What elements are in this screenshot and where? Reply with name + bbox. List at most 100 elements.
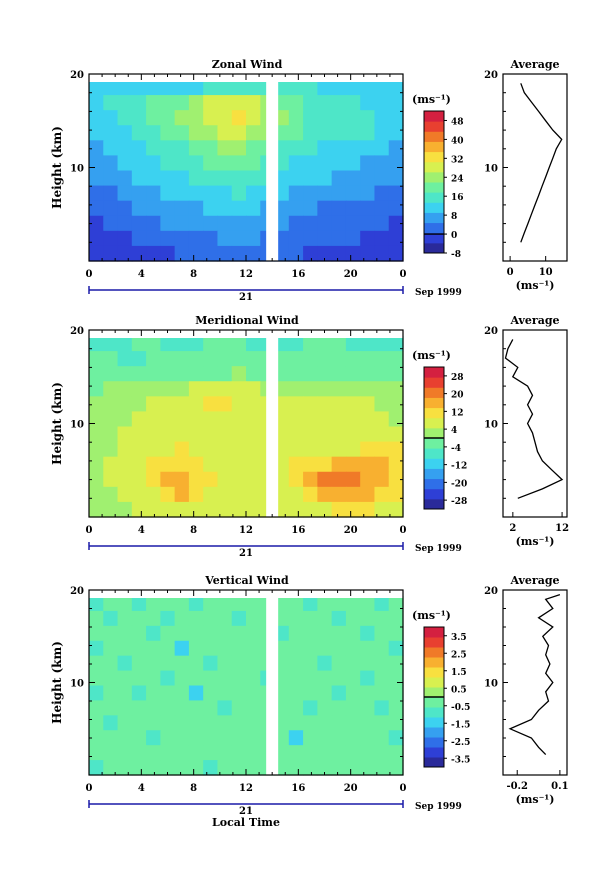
x-tick-label: 16 xyxy=(291,783,305,794)
heatmap-cell xyxy=(89,625,104,642)
heatmap-cell xyxy=(246,670,261,687)
profile-y-tick-label: 20 xyxy=(484,586,498,597)
heatmap-cell xyxy=(231,95,247,111)
heatmap-cell xyxy=(188,715,204,731)
heatmap-cell xyxy=(317,411,333,428)
heatmap-cell xyxy=(146,125,161,141)
heatmap-cell xyxy=(246,155,261,172)
heatmap-cell xyxy=(246,245,261,262)
heatmap-cell xyxy=(231,670,247,687)
heatmap-cell xyxy=(188,625,204,642)
heatmap-cell xyxy=(345,411,361,428)
heatmap-cell xyxy=(231,715,247,731)
colorbar-swatch xyxy=(424,717,444,728)
heatmap-cell xyxy=(89,441,104,458)
x-tick-label: 0 xyxy=(400,525,407,536)
heatmap-cell xyxy=(231,140,247,157)
heatmap-cell xyxy=(303,471,318,488)
profile-frame xyxy=(502,329,568,518)
heatmap-cell xyxy=(360,155,376,172)
heatmap-cell xyxy=(374,670,390,687)
heatmap-cell xyxy=(103,366,119,382)
heatmap-cell xyxy=(117,230,133,247)
date-label: Sep 1999 xyxy=(415,544,462,554)
heatmap-cell xyxy=(146,610,161,627)
heatmap-cell xyxy=(103,640,119,657)
heatmap-cell xyxy=(89,640,104,657)
heatmap-cell xyxy=(288,745,304,761)
heatmap-cell xyxy=(174,596,190,612)
heatmap-cell xyxy=(360,125,376,141)
heatmap-cell xyxy=(288,596,304,612)
heatmap-cell xyxy=(146,640,161,657)
heatmap-cell xyxy=(103,336,119,352)
heatmap-cell xyxy=(231,441,247,458)
heatmap-cell xyxy=(274,685,290,702)
heatmap-cell xyxy=(103,745,119,761)
heatmap-cell xyxy=(331,685,347,702)
day-label: 21 xyxy=(239,548,253,559)
heatmap-cell xyxy=(345,670,361,687)
colorbar-tick-label: -3.5 xyxy=(451,755,470,765)
heatmap-cell xyxy=(360,170,376,187)
heatmap-cell xyxy=(331,640,347,657)
heatmap-cell xyxy=(360,185,376,202)
profile-x-tick-label: -0.2 xyxy=(506,781,528,792)
heatmap-cell xyxy=(231,486,247,503)
heatmap-cell xyxy=(203,655,219,672)
colorbar-swatch xyxy=(424,367,444,378)
heatmap-cell xyxy=(317,80,333,96)
heatmap-cell xyxy=(345,170,361,187)
heatmap-cell xyxy=(203,230,219,247)
heatmap-cell xyxy=(188,366,204,382)
heatmap-cell xyxy=(317,215,333,232)
heatmap-cell xyxy=(374,366,390,382)
heatmap-cell xyxy=(131,336,147,352)
heatmap-cell xyxy=(317,745,333,761)
heatmap-cell xyxy=(274,670,290,687)
heatmap-cell xyxy=(89,200,104,217)
heatmap-cell xyxy=(188,670,204,687)
heatmap-cell xyxy=(274,700,290,716)
heatmap-cell xyxy=(131,215,147,232)
heatmap-cell xyxy=(345,125,361,141)
heatmap-cell xyxy=(160,760,176,776)
heatmap-cell xyxy=(160,670,176,687)
x-tick-label: 0 xyxy=(400,269,407,280)
heatmap-cell xyxy=(103,245,119,262)
heatmap-cell xyxy=(203,715,219,731)
heatmap-cell xyxy=(174,456,190,473)
colorbar-swatch xyxy=(424,727,444,738)
heatmap-cell xyxy=(103,140,119,157)
heatmap-cell xyxy=(131,95,147,111)
heatmap-cell xyxy=(160,700,176,716)
heatmap-cell xyxy=(103,170,119,187)
heatmap-cell xyxy=(274,426,290,443)
heatmap-cell xyxy=(288,760,304,776)
heatmap-cell xyxy=(374,125,390,141)
heatmap-cell xyxy=(131,80,147,96)
heatmap-cell xyxy=(360,760,376,776)
heatmap-cell xyxy=(188,336,204,352)
heatmap-cell xyxy=(374,486,390,503)
heatmap-cell xyxy=(89,95,104,111)
heatmap-cell xyxy=(288,140,304,157)
heatmap-cell xyxy=(317,170,333,187)
heatmap-cell xyxy=(117,185,133,202)
heatmap-cell xyxy=(117,140,133,157)
heatmap-cell xyxy=(117,155,133,172)
heatmap-cell xyxy=(146,110,161,126)
heatmap-cell xyxy=(203,215,219,232)
heatmap-cell xyxy=(188,730,204,746)
heatmap-cell xyxy=(231,185,247,202)
heatmap-cell xyxy=(89,230,104,247)
heatmap-cell xyxy=(160,471,176,488)
heatmap-cell xyxy=(160,140,176,157)
heatmap-cell xyxy=(188,185,204,202)
heatmap-cell xyxy=(117,95,133,111)
heatmap-cell xyxy=(360,655,376,672)
heatmap-cell xyxy=(174,441,190,458)
heatmap-cell xyxy=(303,760,318,776)
day-label: 21 xyxy=(239,292,253,303)
heatmap-cell xyxy=(103,200,119,217)
